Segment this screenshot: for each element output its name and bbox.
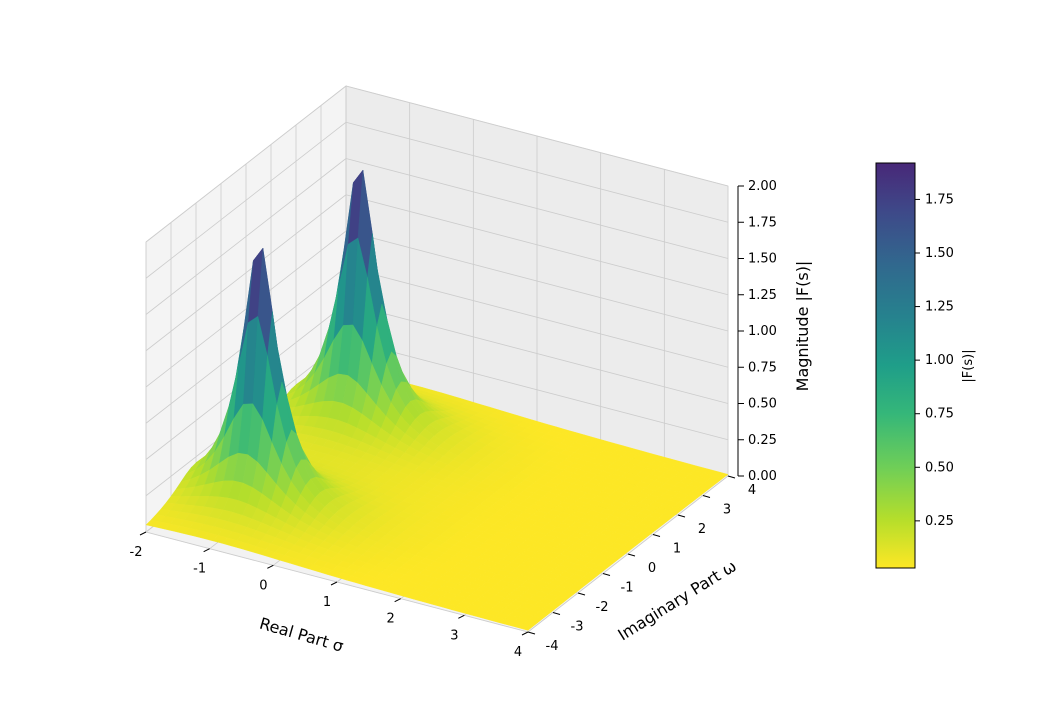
grid-line-z-back: [345, 85, 729, 187]
x-tick-mark: [521, 631, 529, 636]
x-tick-mark: [203, 548, 210, 553]
z-tick-label: 0.25: [748, 433, 777, 448]
z-tick-label: 0.75: [748, 360, 777, 375]
grid-line-z-left: [145, 194, 347, 352]
y-tick-label: -4: [546, 639, 559, 654]
grid-line-z-back: [345, 266, 729, 368]
y-tick-mark: [677, 514, 686, 518]
y-tick-label: 2: [698, 522, 706, 537]
x-tick-label: 1: [323, 595, 331, 610]
y-tick-label: -1: [621, 581, 634, 596]
colorbar-tick-label: 0.75: [925, 407, 954, 422]
x-tick-mark: [139, 531, 147, 536]
z-tick-label: 1.75: [748, 215, 777, 230]
y-tick-mark: [577, 592, 586, 596]
x-tick-label: 2: [387, 612, 395, 627]
colorbar-label: |F(s)|: [961, 349, 976, 382]
y-tick-label: 1: [673, 542, 681, 557]
y-tick-mark: [652, 534, 661, 537]
grid-line-z-back: [345, 303, 729, 404]
surface-facet: [518, 623, 534, 631]
x-tick-label: -2: [130, 545, 143, 560]
grid-line-z-back: [345, 194, 729, 296]
z-tick-label: 0.00: [748, 469, 777, 484]
y-tick-label: -3: [571, 620, 584, 635]
colorbar-tick-label: 1.25: [925, 300, 954, 315]
y-tick-mark: [627, 553, 636, 557]
y-tick-mark: [527, 631, 536, 635]
colorbar: 0.25 0.50 0.75 1.00 1.25 1.50 1.75 |F(s)|: [875, 162, 976, 569]
x-tick-mark: [267, 564, 274, 569]
x-tick-label: 0: [259, 578, 267, 593]
y-tick-label: -2: [596, 600, 609, 615]
colorbar-tick-label: 0.25: [925, 514, 954, 529]
y-tick-label: 4: [748, 483, 756, 498]
x-tick-label: -1: [193, 562, 206, 577]
x-axis-label: Real Part σ: [257, 614, 345, 656]
colorbar-tick-label: 1.75: [925, 192, 954, 207]
y-tick-label: 3: [723, 503, 731, 518]
y-tick-mark: [727, 475, 736, 479]
grid-line-z-left: [145, 121, 347, 279]
z-tick-label: 1.50: [748, 252, 777, 267]
y-tick-label: 0: [648, 561, 656, 576]
grid-line-z-back: [345, 339, 729, 441]
colorbar-gradient: [875, 162, 916, 569]
grid-line-z-back: [345, 121, 729, 223]
colorbar-tick-label: 1.50: [925, 246, 954, 261]
y-tick-mark: [552, 612, 561, 615]
colorbar-ticks: 0.25 0.50 0.75 1.00 1.25 1.50 1.75: [915, 192, 954, 529]
y-tick-mark: [702, 495, 711, 498]
y-tick-mark: [602, 573, 611, 576]
z-tick-label: 1.00: [748, 324, 777, 339]
colorbar-tick-label: 0.50: [925, 460, 954, 475]
grid-line-z-left: [145, 158, 347, 315]
x-tick-label: 4: [514, 645, 522, 660]
x-tick-mark: [394, 598, 401, 603]
grid-line-z-left: [145, 85, 347, 243]
z-axis-label: Magnitude |F(s)|: [793, 261, 812, 392]
z-tick-label: 0.50: [748, 397, 777, 412]
y-axis-label: Imaginary Part ω: [614, 556, 739, 644]
grid-line-z-back: [345, 158, 729, 259]
surface-plot: [145, 169, 729, 631]
x-tick-mark: [458, 614, 465, 619]
z-tick-label: 2.00: [748, 179, 777, 194]
grid-line-z-left: [145, 230, 347, 388]
grid-line-z-back: [345, 230, 729, 332]
x-tick-label: 3: [450, 628, 458, 643]
colorbar-tick-label: 1.00: [925, 353, 954, 368]
x-tick-mark: [330, 581, 338, 586]
z-tick-label: 1.25: [748, 288, 777, 303]
